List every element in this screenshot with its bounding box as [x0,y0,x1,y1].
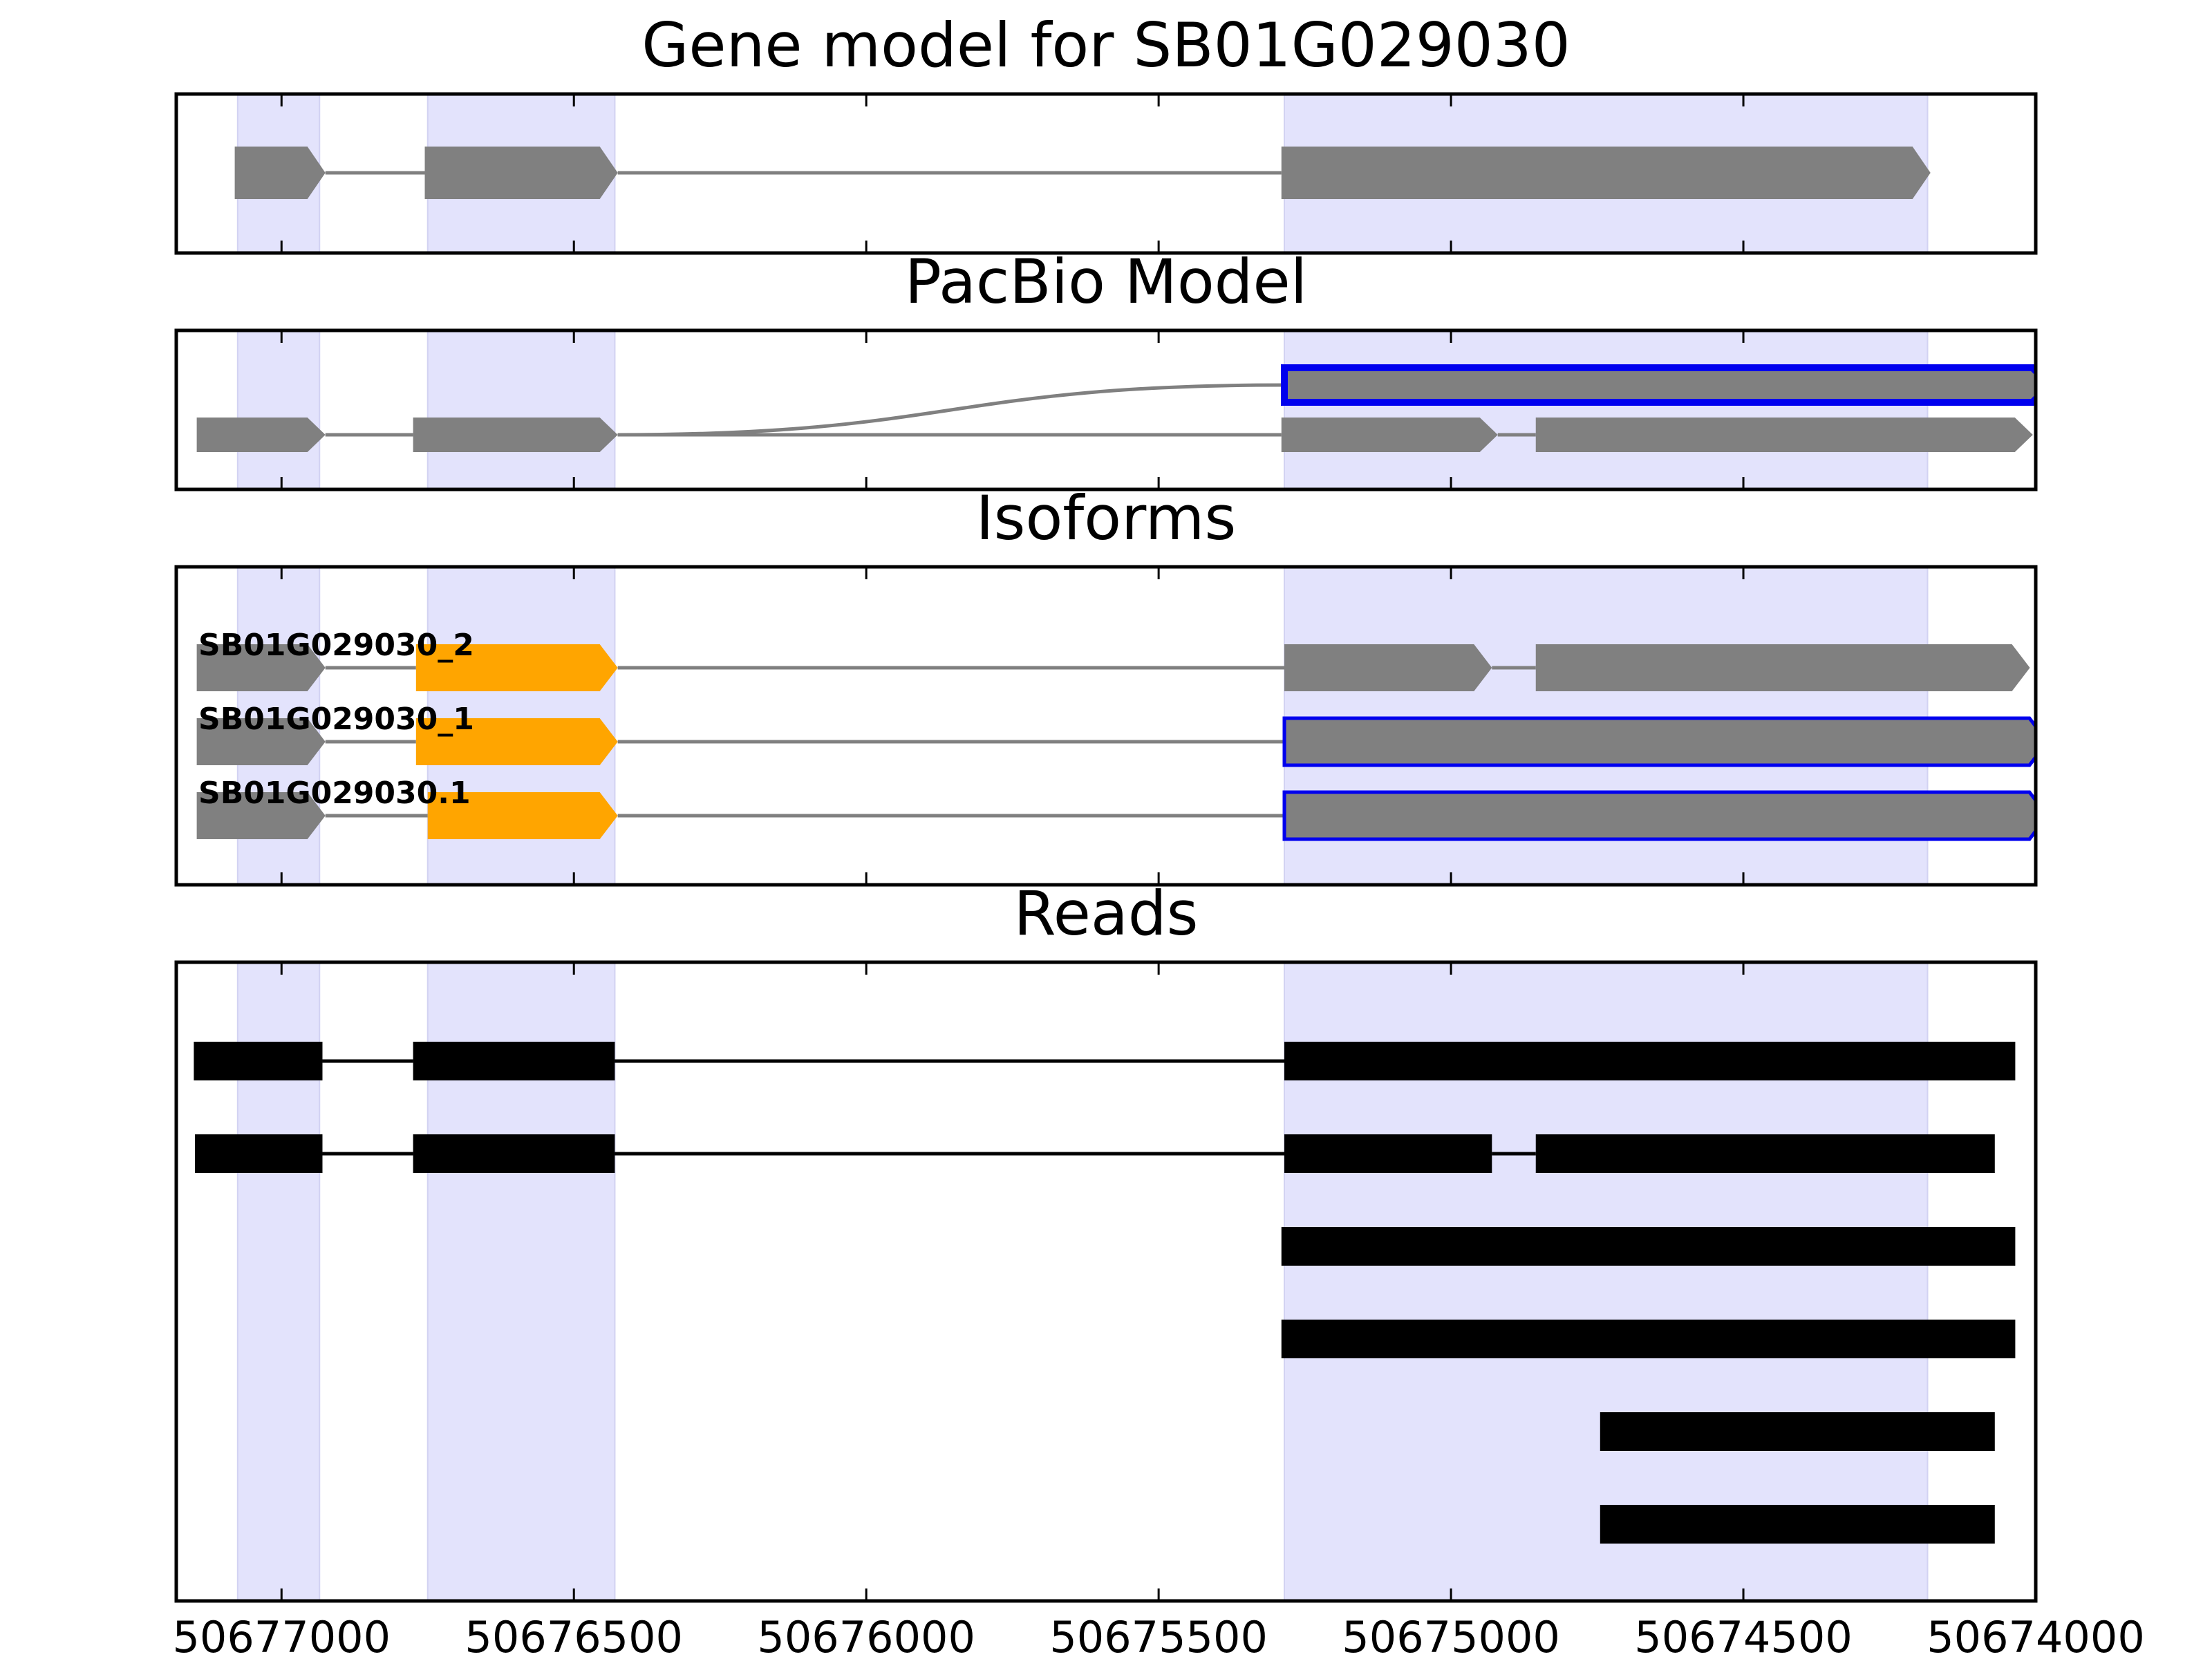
panel-content [196,364,2036,452]
read-block [1281,1227,2016,1266]
exon [1281,364,2036,406]
read-block [413,1134,615,1173]
track-1 [196,418,2033,452]
read-5 [1600,1505,1995,1544]
read-block [1600,1412,1995,1451]
x-tick-label: 50676000 [757,1612,975,1659]
highlight-region [236,330,321,490]
highlight-region [427,330,616,490]
track-0 [196,644,2030,691]
axes-frame [174,565,2038,887]
panel-content [234,147,1931,199]
bump-connector [617,383,1285,437]
isoform-label: SB01G029030_2 [198,628,474,663]
read-block [1284,1134,1492,1173]
exon [1535,418,2033,452]
exon-orange [415,718,618,765]
exon [1282,790,2036,841]
x-tick-label: 50675000 [1342,1612,1560,1659]
read-block [413,1042,615,1080]
panel-content [194,1042,2016,1544]
highlight-region [1284,330,1929,490]
panel-title: Gene model for SB01G029030 [641,10,1571,81]
exon [1535,644,2030,691]
exon [1281,418,1498,452]
read-block [1535,1134,1995,1173]
exon [1284,644,1492,691]
read-3 [1281,1320,2016,1358]
x-tick-label: 50674500 [1634,1612,1853,1659]
x-tick-label: 50676500 [465,1612,683,1659]
read-block [1281,1320,2016,1358]
panel-3: Reads [174,878,2038,1603]
exon [1281,147,1931,199]
exon [1282,716,2036,767]
isoform-label: SB01G029030_1 [198,702,474,737]
track-0 [617,364,2036,437]
exon [196,418,326,452]
track-2 [196,790,2036,841]
panel-title: Isoforms [976,482,1237,554]
read-block [1284,1042,2016,1080]
isoform-label: SB01G029030.1 [198,776,471,811]
read-block [1600,1505,1995,1544]
exon-orange [415,644,618,691]
panel-title: PacBio Model [905,246,1307,317]
exon [196,792,326,839]
x-tick-label: 50674000 [1927,1612,2145,1659]
exon-orange [427,792,618,839]
x-tick-label: 50675500 [1049,1612,1268,1659]
track-0 [234,147,1931,199]
exon [234,147,326,199]
axes-frame [174,92,2038,255]
read-block [194,1042,323,1080]
panel-2: Isoforms SB01G029030_2 SB01G029030_1 SB01G0… [174,482,2038,887]
panel-title: Reads [1014,878,1199,949]
track-1 [196,716,2036,767]
panel-0: Gene model for SB01G029030 [174,10,2038,255]
exon [196,718,326,765]
exon [424,147,618,199]
axes-frame [174,960,2038,1603]
x-tick-label: 50677000 [172,1612,391,1659]
read-4 [1600,1412,1995,1451]
panel-content [196,644,2036,841]
read-2 [1281,1227,2016,1266]
exon [196,644,326,691]
panel-1: PacBio Model [174,246,2038,491]
axes-frame [174,328,2038,491]
read-block [195,1134,323,1173]
read-0 [194,1042,2016,1080]
read-1 [195,1134,1995,1173]
exon [413,418,618,452]
